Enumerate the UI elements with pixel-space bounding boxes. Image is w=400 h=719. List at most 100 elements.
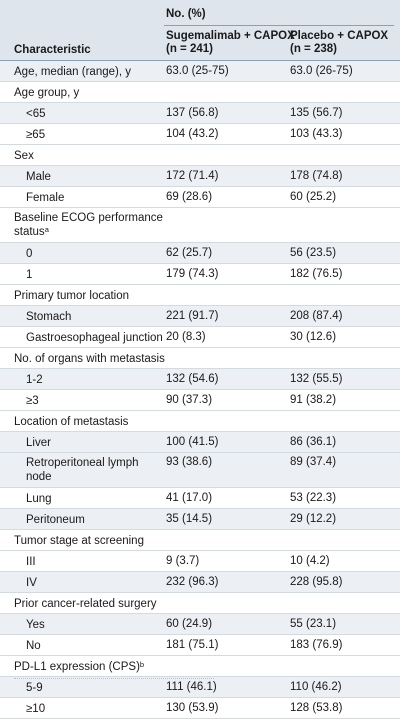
sugemalimab-value: 9 (3.7) (166, 555, 200, 567)
row-label: <65 (26, 107, 46, 121)
table-header: No. (%) Characteristic Sugemalimab + CAP… (0, 0, 400, 61)
sugemalimab-value: 41 (17.0) (166, 492, 213, 504)
row-label: Retroperitoneal lymph node (26, 456, 139, 484)
row-label: Female (26, 191, 64, 205)
sugemalimab-value: 60 (24.9) (166, 618, 213, 630)
row-label-text: Lung (26, 493, 52, 505)
row-label: No (26, 639, 41, 653)
table-row: Peritoneum 35 (14.5) 29 (12.2) (0, 509, 400, 530)
row-label: Liver (26, 436, 51, 450)
row-label: Sex (14, 149, 34, 163)
table-row: No 181 (75.1) 183 (76.9) (0, 635, 400, 656)
placebo-value: 135 (56.7) (290, 107, 343, 119)
row-label-text-line2: node (26, 471, 52, 483)
row-label: Location of metastasis (14, 415, 128, 429)
placebo-value: 55 (23.1) (290, 618, 337, 630)
sugemalimab-value: 63.0 (25-75) (166, 65, 229, 77)
row-label-text: ≥3 (26, 395, 39, 407)
table-row: Baseline ECOG performance statusa (0, 208, 400, 243)
row-label-text-line2: status (14, 226, 45, 238)
row-label: Prior cancer-related surgery (14, 597, 157, 611)
row-label-text: 1 (26, 269, 33, 281)
footnote-cutoff (14, 678, 214, 685)
placebo-value: 183 (76.9) (290, 639, 343, 651)
sugemalimab-value: 93 (38.6) (166, 456, 213, 468)
placebo-value: 228 (95.8) (290, 576, 343, 588)
sugemalimab-value: 232 (96.3) (166, 576, 219, 588)
sugemalimab-value: 62 (25.7) (166, 247, 213, 259)
row-label: Peritoneum (26, 513, 85, 527)
table-row: Stomach 221 (91.7) 208 (87.4) (0, 306, 400, 327)
sugemalimab-value: 137 (56.8) (166, 107, 219, 119)
placebo-value: 91 (38.2) (290, 394, 337, 406)
row-label-text: IV (26, 577, 37, 589)
row-label-text: Liver (26, 437, 51, 449)
sugemalimab-value: 130 (53.9) (166, 702, 219, 714)
row-label: Tumor stage at screening (14, 534, 144, 548)
row-label: Age, median (range), y (14, 65, 131, 79)
table-row: Age, median (range), y 63.0 (25-75) 63.0 (… (0, 61, 400, 82)
sugemalimab-value: 172 (71.4) (166, 170, 219, 182)
row-label-text: Age, median (range), y (14, 66, 131, 78)
table-row: Tumor stage at screening (0, 530, 400, 551)
row-label-text: Peritoneum (26, 514, 85, 526)
row-label-text: Baseline ECOG performance (14, 212, 163, 224)
placebo-value: 89 (37.4) (290, 456, 337, 468)
row-label: 0 (26, 247, 32, 261)
sugemalimab-value: 20 (8.3) (166, 331, 206, 343)
placebo-column-header: Placebo + CAPOX (n = 238) (290, 30, 388, 56)
row-label-text: 0 (26, 248, 33, 260)
footnote-marker: b (139, 660, 145, 669)
row-label: Stomach (26, 310, 71, 324)
sugemalimab-column-header: Sugemalimab + CAPOX (n = 241) (166, 30, 295, 56)
placebo-value: 128 (53.8) (290, 702, 343, 714)
row-label-text: 1-2 (26, 374, 43, 386)
row-label: ≥65 (26, 128, 45, 142)
row-label: Baseline ECOG performance statusa (14, 211, 163, 239)
row-label-text: ≥65 (26, 129, 46, 141)
table-row: Male 172 (71.4) 178 (74.8) (0, 166, 400, 187)
column-group-label: No. (%) (166, 8, 206, 20)
row-label-text: Retroperitoneal lymph (26, 457, 139, 469)
row-label-text: Sex (14, 150, 34, 162)
row-label-text: <65 (26, 108, 46, 120)
placebo-value: 56 (23.5) (290, 247, 337, 259)
characteristic-header: Characteristic (14, 44, 91, 56)
row-label: Primary tumor location (14, 289, 129, 303)
row-label-text: Location of metastasis (14, 416, 129, 428)
placebo-value: 110 (46.2) (290, 681, 342, 693)
sugemalimab-value: 181 (75.1) (166, 639, 219, 651)
placebo-value: 182 (76.5) (290, 268, 343, 280)
placebo-header-line2: (n = 238) (290, 43, 337, 55)
sugemalimab-value: 221 (91.7) (166, 310, 219, 322)
row-label-text: Age group, y (14, 87, 80, 99)
sugemalimab-value: 90 (37.3) (166, 394, 213, 406)
row-label: 1 (26, 268, 32, 282)
table-row: Sex (0, 145, 400, 166)
placebo-header-line1: Placebo + CAPOX (290, 30, 389, 42)
sugemalimab-value: 35 (14.5) (166, 513, 213, 525)
table-row: 1-2 132 (54.6) 132 (55.5) (0, 369, 400, 390)
placebo-value: 208 (87.4) (290, 310, 343, 322)
table-row: ≥3 90 (37.3) 91 (38.2) (0, 390, 400, 411)
sugemalimab-value: 104 (43.2) (166, 128, 219, 140)
row-label: IV (26, 576, 37, 590)
table-row: Gastroesophageal junction 20 (8.3) 30 (12.… (0, 327, 400, 348)
placebo-value: 178 (74.8) (290, 170, 343, 182)
row-label: PD-L1 expression (CPS)b (14, 660, 144, 674)
row-label: 1-2 (26, 373, 43, 387)
column-group-rule (164, 25, 394, 26)
row-label-text: Primary tumor location (14, 290, 130, 302)
row-label: Male (26, 170, 51, 184)
row-label: ≥3 (26, 394, 39, 408)
sugemalimab-header-line2: (n = 241) (166, 43, 213, 55)
footnote-marker: a (44, 225, 49, 234)
placebo-value: 30 (12.6) (290, 331, 337, 343)
table-row: PD-L1 expression (CPS)b (0, 656, 400, 677)
row-label: III (26, 555, 36, 569)
placebo-value: 60 (25.2) (290, 191, 337, 203)
row-label-text: Gastroesophageal junction (26, 332, 163, 344)
table-row: 1 179 (74.3) 182 (76.5) (0, 264, 400, 285)
row-label-text: Male (26, 171, 51, 183)
